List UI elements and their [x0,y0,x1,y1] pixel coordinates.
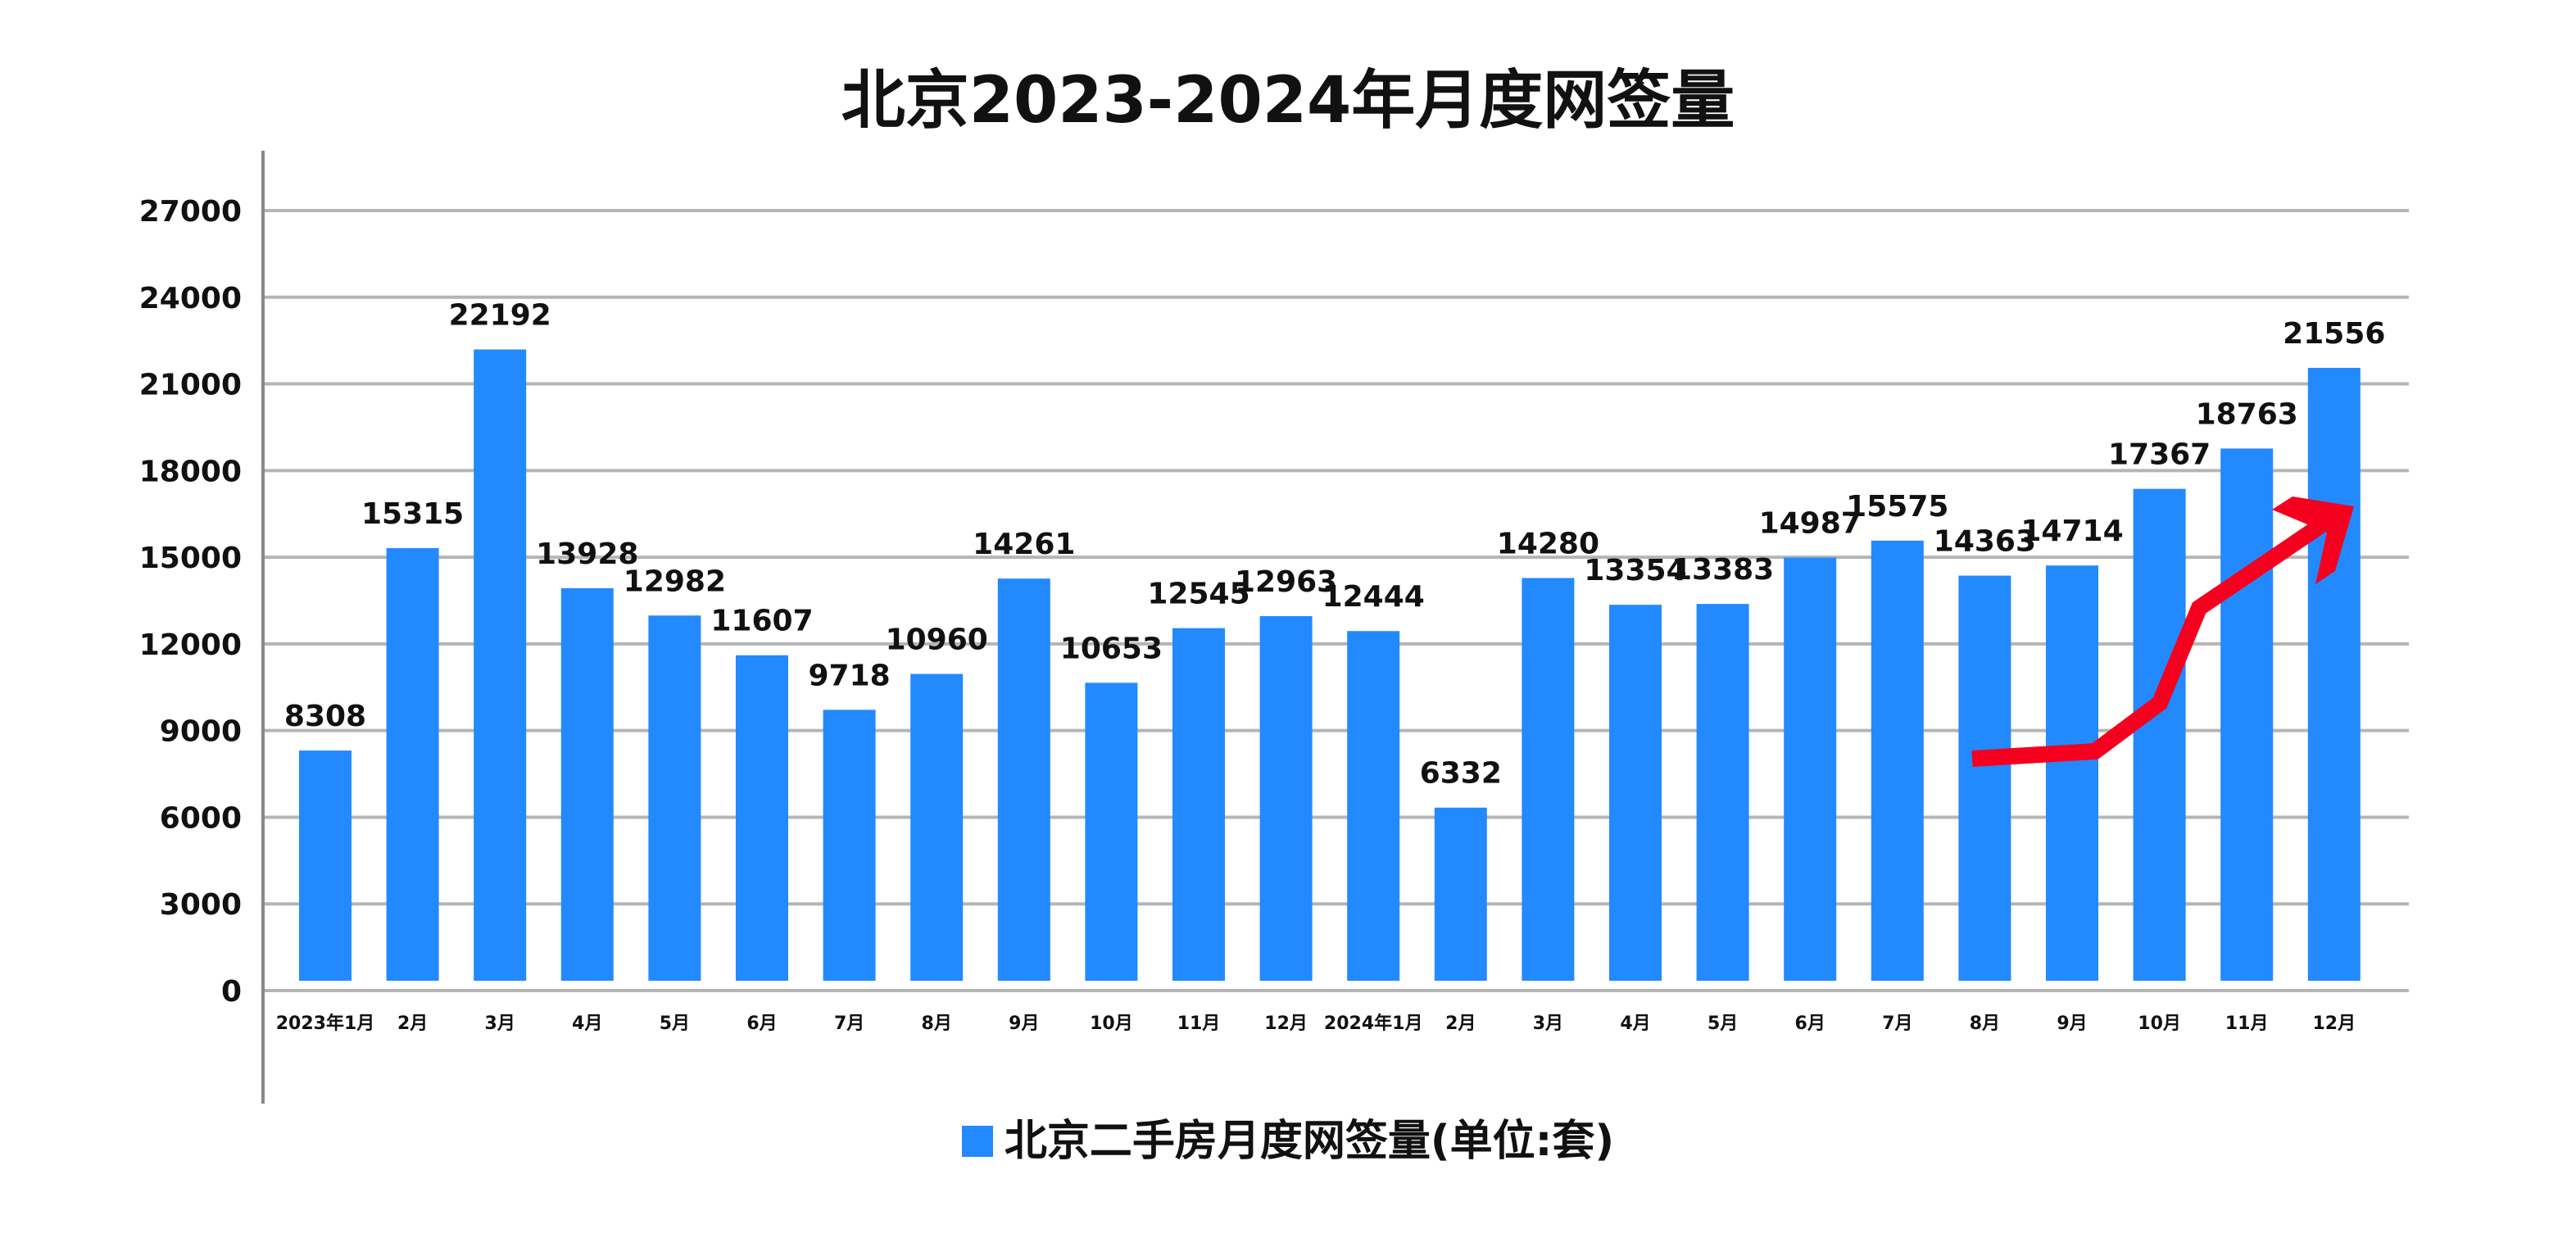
data-label: 12982 [624,565,726,598]
legend: 北京二手房月度网签量(单位:套) [0,1106,2576,1168]
x-tick-label: 7月 [834,1013,864,1034]
x-tick-label: 8月 [1970,1013,2000,1034]
bar [1696,604,1749,981]
bar [1085,682,1138,981]
bar [1259,615,1313,981]
x-tick-label: 4月 [1620,1013,1650,1034]
bar [736,655,788,981]
data-label: 14280 [1497,527,1599,560]
data-label: 14261 [973,528,1075,561]
bar [386,548,439,981]
x-tick-label: 5月 [1708,1013,1738,1034]
bar [823,710,876,981]
x-tick-label: 6月 [1795,1013,1825,1034]
data-label: 10960 [886,624,988,657]
trend-arrow-head [2272,497,2354,584]
bar [1347,631,1400,981]
x-tick-label: 10月 [2138,1013,2181,1034]
y-tick-label: 24000 [139,282,242,315]
data-label: 12963 [1235,565,1337,599]
data-label: 11607 [710,605,813,638]
bar [1434,807,1487,981]
y-tick-label: 21000 [139,369,242,402]
bar [997,578,1050,981]
data-label: 13383 [1671,553,1774,587]
bar [299,750,351,981]
data-label: 8308 [284,700,366,733]
data-label: 15315 [361,497,464,531]
x-tick-label: 5月 [660,1013,690,1034]
data-label: 12545 [1147,578,1249,611]
data-label: 21556 [2283,317,2385,351]
x-tick-label: 12月 [1264,1013,1308,1034]
y-tick-label: 12000 [139,628,242,662]
x-tick-label: 10月 [1090,1013,1133,1034]
bar [1784,557,1837,981]
bar [2307,367,2361,981]
x-tick-label: 9月 [2057,1013,2087,1034]
x-tick-label: 12月 [2312,1013,2356,1034]
data-label: 6332 [1420,757,1502,791]
bar [474,349,527,982]
bar [1609,605,1662,981]
legend-label: 北京二手房月度网签量(单位:套) [1004,1117,1615,1166]
x-tick-label: 3月 [485,1013,515,1034]
y-tick-label: 27000 [139,195,242,229]
x-tick-label: 6月 [746,1013,777,1034]
data-label: 14363 [1934,525,2036,559]
data-label: 15575 [1846,490,1948,524]
data-label: 17367 [2108,438,2211,472]
data-label: 9718 [808,659,890,692]
data-label: 14987 [1759,507,1862,541]
y-tick-label: 0 [221,975,242,1009]
y-tick-label: 3000 [160,888,242,922]
bar [560,587,614,981]
x-tick-label: 11月 [2225,1013,2269,1034]
bar [1871,540,1924,981]
legend-swatch [961,1126,993,1157]
data-label: 18763 [2196,397,2298,431]
x-tick-label: 8月 [922,1013,952,1034]
x-tick-label: 2024年1月 [1324,1013,1423,1034]
data-label: 22192 [449,299,551,333]
data-label: 14714 [2020,515,2123,548]
bar [1522,578,1575,981]
x-tick-label: 9月 [1009,1013,1039,1034]
bar [2046,565,2098,981]
x-tick-label: 2023年1月 [276,1013,375,1034]
x-tick-label: 3月 [1533,1013,1563,1034]
bar [910,673,964,981]
bar [648,615,701,981]
y-tick-label: 6000 [160,801,242,835]
x-tick-label: 7月 [1882,1013,1912,1034]
data-label: 13354 [1584,554,1686,587]
chart-title: 北京2023-2024年月度网签量 [841,64,1735,138]
trend-arrow-line [1971,516,2329,767]
x-tick-label: 2月 [397,1013,428,1034]
bar [2133,488,2186,981]
data-label: 10653 [1060,632,1163,665]
bar [1172,628,1225,981]
x-tick-label: 2月 [1445,1013,1476,1034]
data-label: 13928 [536,537,638,571]
x-tick-label: 11月 [1177,1013,1221,1034]
bar [2220,448,2274,981]
y-tick-label: 18000 [139,455,242,488]
bar [1958,575,2011,981]
y-tick-label: 15000 [139,542,242,575]
y-tick-label: 9000 [160,715,242,749]
data-label: 12444 [1322,580,1425,614]
x-tick-label: 4月 [572,1013,602,1034]
